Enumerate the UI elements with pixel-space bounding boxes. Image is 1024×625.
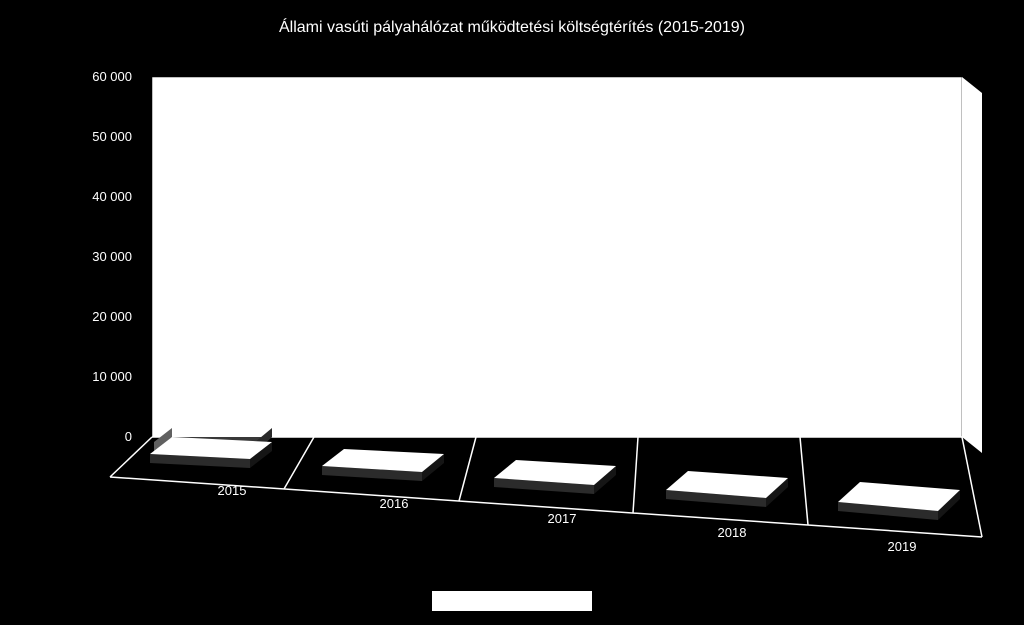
xtick-label: 2017: [532, 511, 592, 526]
xtick-label: 2015: [202, 483, 262, 498]
xtick-label: 2016: [364, 496, 424, 511]
chart-svg: [32, 43, 992, 603]
bar-chart-3d: Állami vasúti pályahálózat működtetési k…: [32, 13, 992, 613]
xtick-label: 2019: [872, 539, 932, 554]
legend-box: [432, 591, 592, 611]
xtick-label: 2018: [702, 525, 762, 540]
chart-title: Állami vasúti pályahálózat működtetési k…: [32, 19, 992, 37]
